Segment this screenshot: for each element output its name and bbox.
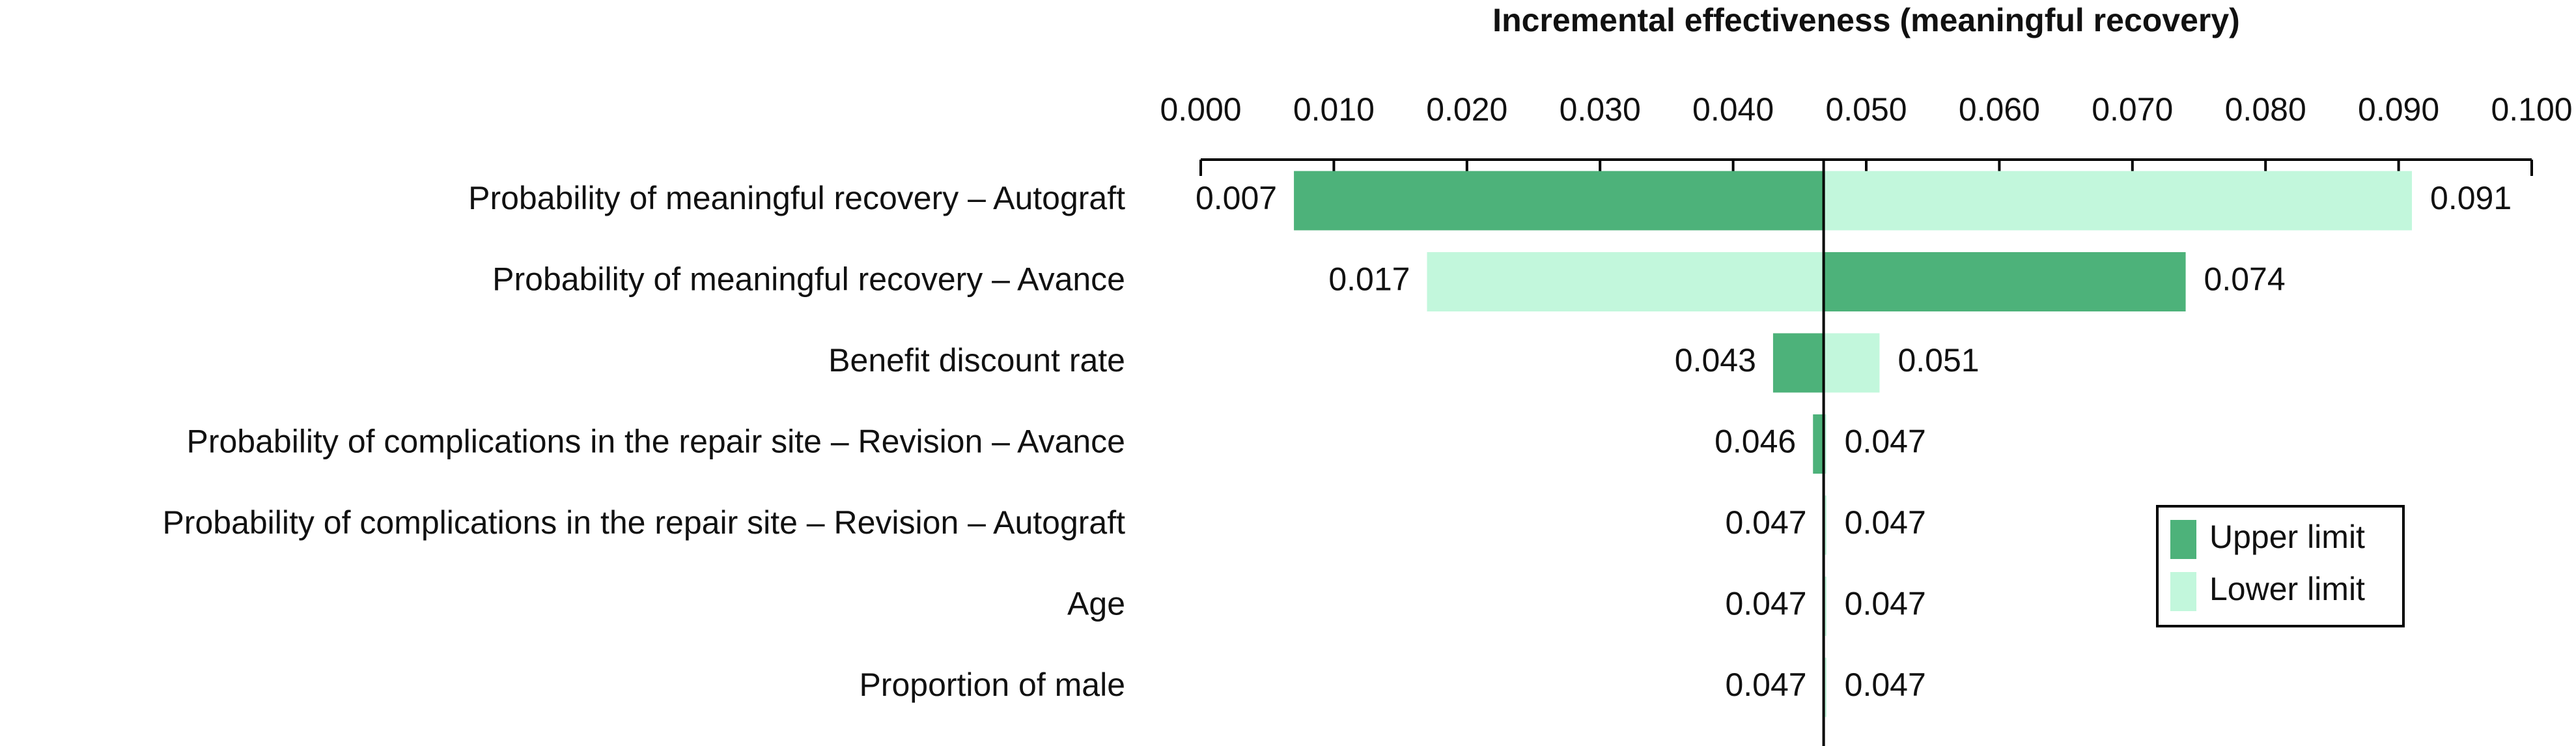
x-tick-label: 0.000 xyxy=(1160,91,1241,128)
value-label: 0.047 xyxy=(1845,586,1926,622)
legend-swatch xyxy=(2170,572,2196,611)
value-label: 0.051 xyxy=(1897,342,1979,379)
value-label: 0.007 xyxy=(1196,180,1277,216)
value-label: 0.047 xyxy=(1845,504,1926,541)
category-label: Probability of complications in the repa… xyxy=(162,504,1125,541)
bar xyxy=(1823,252,2186,311)
value-label: 0.091 xyxy=(2430,180,2512,216)
legend-label: Lower limit xyxy=(2209,571,2365,607)
bar xyxy=(1823,577,1827,636)
x-tick-label: 0.060 xyxy=(1959,91,2040,128)
bar xyxy=(1427,252,1824,311)
legend-swatch xyxy=(2170,520,2196,559)
value-label: 0.043 xyxy=(1675,342,1756,379)
x-tick-label: 0.050 xyxy=(1825,91,1907,128)
x-tick-label: 0.070 xyxy=(2092,91,2173,128)
legend-label: Upper limit xyxy=(2209,519,2365,555)
bar xyxy=(1813,414,1824,474)
category-label: Probability of meaningful recovery – Ava… xyxy=(492,261,1125,298)
x-tick-label: 0.040 xyxy=(1692,91,1774,128)
bar xyxy=(1823,414,1827,474)
category-label: Proportion of male xyxy=(859,667,1125,703)
value-label: 0.047 xyxy=(1725,586,1806,622)
category-label: Age xyxy=(1067,586,1125,622)
value-label: 0.046 xyxy=(1715,423,1796,460)
category-label: Benefit discount rate xyxy=(828,342,1125,379)
x-tick-label: 0.090 xyxy=(2358,91,2439,128)
bar xyxy=(1823,657,1827,717)
value-label: 0.047 xyxy=(1725,504,1806,541)
value-label: 0.017 xyxy=(1328,261,1410,298)
category-label: Probability of complications in the repa… xyxy=(186,423,1125,460)
legend-box xyxy=(2156,505,2405,627)
x-tick-label: 0.100 xyxy=(2491,91,2572,128)
bar xyxy=(1772,333,1824,393)
chart-title: Incremental effectiveness (meaningful re… xyxy=(1492,2,2240,38)
bar xyxy=(1823,333,1880,393)
value-label: 0.047 xyxy=(1845,667,1926,703)
category-label: Probability of meaningful recovery – Aut… xyxy=(468,180,1125,216)
value-label: 0.074 xyxy=(2204,261,2286,298)
bar xyxy=(1823,495,1827,555)
x-tick-label: 0.010 xyxy=(1293,91,1375,128)
value-label: 0.047 xyxy=(1725,667,1806,703)
x-tick-label: 0.020 xyxy=(1426,91,1507,128)
x-tick-label: 0.080 xyxy=(2225,91,2306,128)
bar xyxy=(1294,171,1824,231)
value-label: 0.047 xyxy=(1845,423,1926,460)
bar xyxy=(1823,171,2413,231)
x-tick-label: 0.030 xyxy=(1560,91,1641,128)
